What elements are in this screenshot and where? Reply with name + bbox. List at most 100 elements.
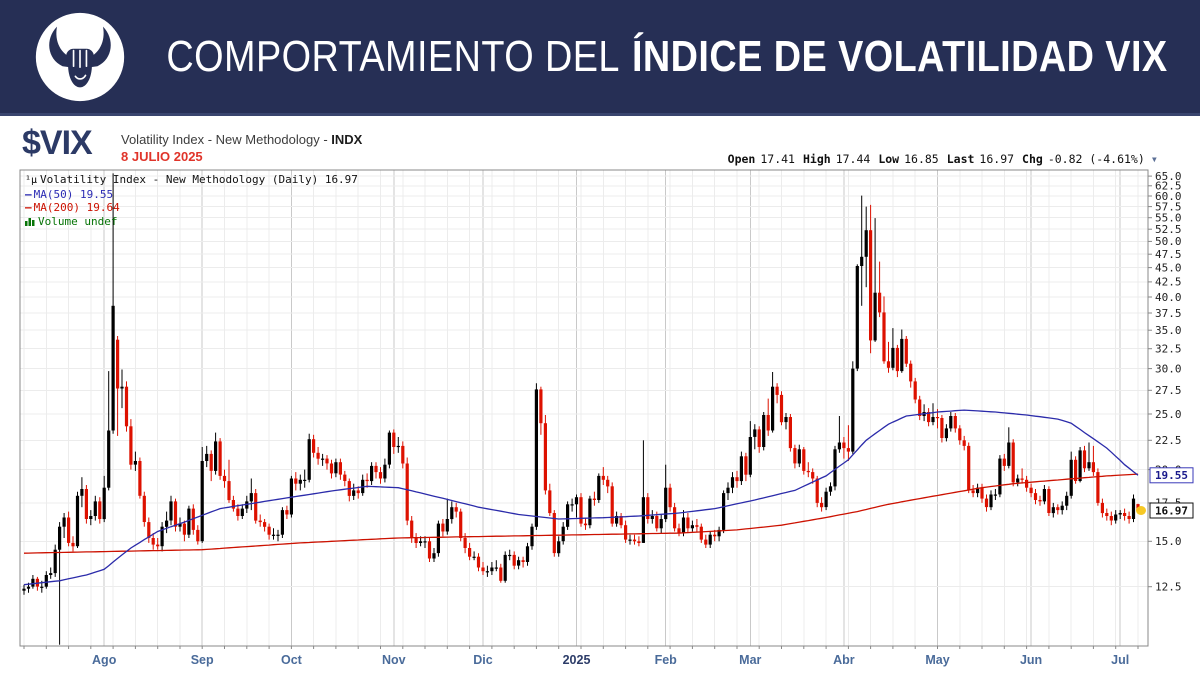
candle-body — [646, 497, 650, 519]
candle-body — [405, 463, 409, 521]
quote-item: Open 17.41 — [720, 152, 795, 166]
candle-body — [240, 508, 244, 516]
candle-body — [615, 516, 619, 524]
x-axis-month-label: Abr — [833, 653, 855, 667]
y-axis-label: 37.5 — [1155, 307, 1182, 320]
legend-series: ¹μ Volatility Index - New Methodology (Da… — [25, 173, 358, 188]
candle-body — [423, 541, 427, 543]
candle-body — [343, 474, 347, 481]
candle-body — [254, 493, 258, 521]
y-axis-label: 57.5 — [1155, 200, 1182, 213]
quote-item-label: Low — [878, 152, 900, 166]
candle-body — [677, 528, 681, 534]
y-axis-label: 62.5 — [1155, 180, 1182, 193]
candle-body — [58, 526, 62, 550]
candle-body — [1118, 513, 1122, 515]
candle-body — [846, 448, 850, 452]
candle-body — [271, 534, 276, 536]
candle-body — [878, 292, 882, 313]
candle-body — [427, 541, 432, 559]
page-title: COMPORTAMIENTO DEL ÍNDICE DE VOLATILIDAD… — [166, 0, 1167, 113]
candle-body — [579, 497, 583, 524]
ma50-price-badge-label: 19.55 — [1155, 469, 1188, 482]
candle-body — [325, 458, 329, 464]
candle-body — [200, 461, 204, 542]
candle-body — [1047, 489, 1051, 513]
candle-body — [944, 428, 948, 439]
candle-body — [173, 501, 178, 527]
candle-body — [89, 516, 93, 519]
candle-body — [632, 539, 637, 542]
candle-body — [708, 534, 712, 545]
candle-body — [182, 523, 186, 535]
candle-body — [481, 567, 485, 572]
x-axis-month-label: Jul — [1111, 653, 1129, 667]
candle-body — [53, 549, 57, 574]
candle-body — [450, 507, 454, 520]
y-axis-label: 22.5 — [1155, 434, 1182, 447]
candle-body — [927, 412, 931, 423]
candle-body — [499, 567, 503, 581]
legend-series-label: Volatility Index - New Methodology (Dail… — [40, 173, 358, 186]
candle-body — [637, 541, 641, 543]
candle-body — [1042, 489, 1046, 502]
legend-ma50: — MA(50) 19.55 — [25, 188, 358, 202]
quote-item: Last 16.97 — [939, 152, 1014, 166]
x-axis-month-label: May — [925, 653, 949, 667]
candle-body — [401, 445, 405, 464]
candle-body — [1100, 502, 1104, 514]
candle-body — [1011, 442, 1015, 483]
chart-legend: ¹μ Volatility Index - New Methodology (Da… — [25, 173, 358, 228]
candle-body — [1033, 493, 1038, 500]
candle-body — [1078, 450, 1082, 481]
candle-body — [258, 520, 262, 523]
candle-body — [1091, 462, 1095, 473]
candle-body — [494, 567, 498, 569]
ma50-line — [23, 409, 1139, 586]
candle-body — [882, 312, 886, 362]
candle-body — [165, 520, 169, 527]
candle-body — [307, 439, 311, 480]
candle-body — [958, 428, 962, 441]
candle-body — [668, 487, 672, 508]
candle-body — [102, 487, 106, 520]
candle-body — [1069, 459, 1073, 496]
candle-body — [806, 470, 810, 473]
quote-item-label: Open — [727, 152, 756, 166]
quote-item-value: 16.97 — [979, 152, 1015, 166]
candle-body — [468, 548, 472, 557]
candle-body — [641, 497, 645, 543]
candle-body — [263, 522, 267, 527]
candle-body — [753, 429, 757, 437]
candle-body — [352, 490, 356, 496]
candle-body — [1109, 516, 1113, 521]
candle-body — [218, 441, 222, 476]
candle-body — [628, 539, 632, 541]
candle-body — [280, 510, 284, 535]
legend-ma200: — MA(200) 19.64 — [25, 201, 358, 215]
candle-body — [40, 586, 44, 588]
legend-ma50-label: MA(50) 19.55 — [33, 187, 114, 201]
candle-body — [512, 554, 516, 566]
chart-date: 8 JULIO 2025 — [121, 149, 203, 164]
candle-body — [748, 437, 752, 475]
candle-body — [793, 448, 797, 464]
last-price-badge — [1149, 502, 1194, 519]
plot-border — [19, 169, 1149, 647]
candle-body — [989, 494, 993, 508]
candle-body — [129, 426, 133, 465]
candle-body — [949, 416, 953, 429]
candle-body — [735, 477, 739, 482]
collapse-caret-icon[interactable]: ▾ — [1150, 152, 1158, 166]
x-axis-month-label: Dic — [473, 653, 493, 667]
candle-body — [75, 495, 80, 547]
candle-body — [289, 478, 293, 515]
candle-body — [22, 588, 26, 591]
y-axis-label: 45.0 — [1155, 261, 1182, 274]
candle-body — [757, 429, 761, 447]
candle-body — [779, 394, 784, 423]
candle-body — [815, 478, 819, 503]
candle-body — [459, 511, 463, 538]
candle-body — [543, 423, 547, 491]
